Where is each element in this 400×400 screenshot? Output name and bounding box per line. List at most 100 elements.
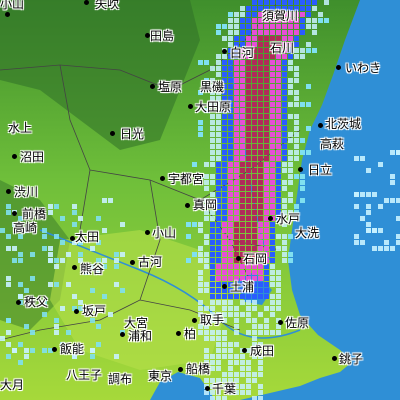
precipitation-cell: [228, 126, 233, 131]
precipitation-cell: [270, 108, 275, 113]
precipitation-cell: [114, 252, 119, 257]
precipitation-cell: [354, 234, 359, 239]
precipitation-cell: [222, 24, 227, 29]
precipitation-cell: [228, 48, 233, 53]
precipitation-cell: [6, 246, 11, 251]
precipitation-cell: [264, 36, 269, 41]
precipitation-cell: [240, 258, 245, 263]
precipitation-cell: [276, 24, 281, 29]
precipitation-cell: [30, 330, 35, 335]
precipitation-cell: [324, 0, 329, 5]
precipitation-cell: [96, 270, 101, 275]
precipitation-cell: [204, 216, 209, 221]
precipitation-cell: [222, 168, 227, 173]
precipitation-cell: [288, 258, 293, 263]
city-label-hanno: 飯能: [60, 342, 85, 356]
precipitation-cell: [210, 330, 215, 335]
precipitation-cell: [228, 372, 233, 377]
precipitation-cell: [102, 228, 107, 233]
precipitation-cell: [300, 12, 305, 17]
precipitation-cell: [372, 246, 377, 251]
precipitation-cell: [228, 72, 233, 77]
precipitation-cell: [300, 102, 305, 107]
precipitation-cell: [240, 156, 245, 161]
precipitation-cell: [198, 276, 203, 281]
precipitation-cell: [258, 0, 263, 5]
precipitation-cell: [228, 270, 233, 275]
precipitation-cell: [366, 228, 371, 233]
precipitation-cell: [264, 240, 269, 245]
precipitation-cell: [252, 36, 257, 41]
precipitation-cell: [246, 378, 251, 383]
precipitation-cell: [216, 126, 221, 131]
precipitation-cell: [90, 348, 95, 353]
precipitation-cell: [42, 246, 47, 251]
precipitation-cell: [222, 372, 227, 377]
precipitation-cell: [96, 216, 101, 221]
precipitation-cell: [246, 192, 251, 197]
precipitation-cell: [210, 276, 215, 281]
precipitation-cell: [210, 354, 215, 359]
precipitation-cell: [390, 174, 395, 179]
precipitation-cell: [234, 72, 239, 77]
precipitation-cell: [264, 168, 269, 173]
precipitation-cell: [270, 42, 275, 47]
precipitation-cell: [54, 324, 59, 329]
precipitation-cell: [276, 204, 281, 209]
precipitation-cell: [276, 330, 281, 335]
precipitation-cell: [90, 246, 95, 251]
precipitation-cell: [192, 162, 197, 167]
precipitation-cell: [246, 330, 251, 335]
precipitation-cell: [216, 66, 221, 71]
precipitation-cell: [396, 234, 400, 239]
precipitation-cell: [228, 198, 233, 203]
precipitation-cell: [48, 246, 53, 251]
precipitation-cell: [252, 228, 257, 233]
precipitation-cell: [216, 138, 221, 143]
precipitation-cell: [252, 108, 257, 113]
precipitation-cell: [0, 336, 5, 341]
precipitation-cell: [270, 306, 275, 311]
precipitation-cell: [258, 174, 263, 179]
precipitation-cell: [216, 252, 221, 257]
precipitation-cell: [228, 42, 233, 47]
precipitation-cell: [258, 390, 263, 395]
precipitation-cell: [228, 108, 233, 113]
precipitation-cell: [288, 174, 293, 179]
precipitation-cell: [306, 6, 311, 11]
city-label-omiya: 大宮: [124, 316, 149, 330]
precipitation-cell: [270, 294, 275, 299]
precipitation-cell: [276, 216, 281, 221]
precipitation-cell: [228, 222, 233, 227]
precipitation-cell: [294, 54, 299, 59]
precipitation-cell: [276, 60, 281, 65]
precipitation-cell: [282, 168, 287, 173]
precipitation-cell: [252, 186, 257, 191]
precipitation-cell: [252, 156, 257, 161]
precipitation-cell: [18, 360, 23, 365]
precipitation-cell: [222, 228, 227, 233]
precipitation-cell: [228, 300, 233, 305]
precipitation-cell: [252, 378, 257, 383]
precipitation-cell: [270, 24, 275, 29]
precipitation-cell: [54, 234, 59, 239]
precipitation-cell: [258, 288, 263, 293]
city-marker: [222, 284, 227, 289]
precipitation-cell: [258, 252, 263, 257]
precipitation-cell: [228, 276, 233, 281]
precipitation-cell: [300, 174, 305, 179]
precipitation-cell: [6, 342, 11, 347]
precipitation-cell: [234, 276, 239, 281]
precipitation-cell: [210, 258, 215, 263]
precipitation-cell: [198, 252, 203, 257]
precipitation-cell: [276, 132, 281, 137]
precipitation-cell: [36, 210, 41, 215]
precipitation-cell: [234, 210, 239, 215]
city-marker: [160, 176, 165, 181]
precipitation-cell: [210, 264, 215, 269]
precipitation-cell: [288, 210, 293, 215]
precipitation-cell: [210, 390, 215, 395]
precipitation-cell: [228, 90, 233, 95]
precipitation-cell: [288, 192, 293, 197]
